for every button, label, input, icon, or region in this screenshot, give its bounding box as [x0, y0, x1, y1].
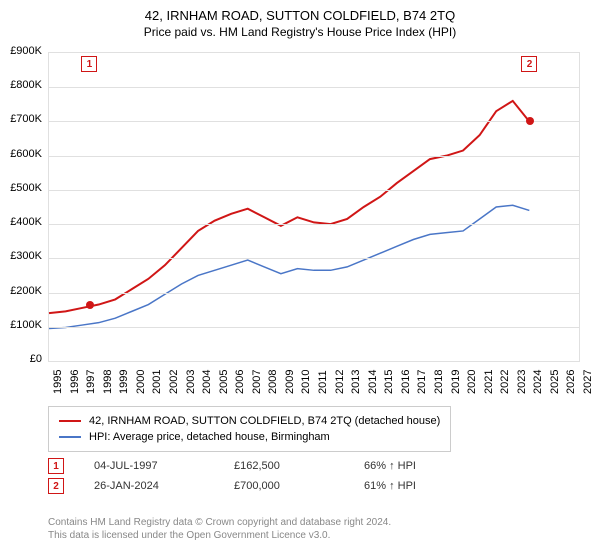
y-axis-label: £700K — [2, 113, 42, 125]
attribution-footer: Contains HM Land Registry data © Crown c… — [48, 516, 391, 542]
x-axis-label: 2016 — [400, 370, 412, 394]
y-axis-label: £100K — [2, 319, 42, 331]
y-axis-label: £500K — [2, 182, 42, 194]
legend-swatch — [59, 436, 81, 438]
x-axis-label: 2010 — [300, 370, 312, 394]
x-axis-label: 2007 — [251, 370, 263, 394]
x-axis-label: 2025 — [549, 370, 561, 394]
y-axis-label: £400K — [2, 216, 42, 228]
chart-subtitle: Price paid vs. HM Land Registry's House … — [0, 23, 600, 39]
y-axis-label: £900K — [2, 45, 42, 57]
transaction-marker: 1 — [48, 458, 64, 474]
transaction-price: £700,000 — [234, 480, 334, 492]
x-axis-label: 2013 — [350, 370, 362, 394]
x-axis-label: 2005 — [218, 370, 230, 394]
series-property — [49, 101, 529, 313]
x-axis-label: 2019 — [450, 370, 462, 394]
legend-item: HPI: Average price, detached house, Birm… — [59, 429, 440, 445]
x-axis-label: 1998 — [102, 370, 114, 394]
transaction-date: 26-JAN-2024 — [94, 480, 204, 492]
x-axis-label: 2026 — [565, 370, 577, 394]
legend-label: HPI: Average price, detached house, Birm… — [89, 431, 330, 443]
y-axis-label: £600K — [2, 148, 42, 160]
transaction-price: £162,500 — [234, 460, 334, 472]
x-axis-label: 2002 — [168, 370, 180, 394]
marker-box-1: 1 — [81, 56, 97, 72]
x-axis-label: 2009 — [284, 370, 296, 394]
x-axis-label: 1997 — [85, 370, 97, 394]
x-axis-label: 2015 — [383, 370, 395, 394]
transaction-row: 2 26-JAN-2024 £700,000 61% ↑ HPI — [48, 476, 494, 496]
x-axis-label: 2017 — [416, 370, 428, 394]
x-axis-label: 2023 — [516, 370, 528, 394]
legend-label: 42, IRNHAM ROAD, SUTTON COLDFIELD, B74 2… — [89, 415, 440, 427]
x-axis-label: 2004 — [201, 370, 213, 394]
price-chart-container: { "title": "42, IRNHAM ROAD, SUTTON COLD… — [0, 0, 600, 560]
y-axis-label: £800K — [2, 79, 42, 91]
x-axis-label: 2024 — [532, 370, 544, 394]
transaction-marker: 2 — [48, 478, 64, 494]
chart-svg — [49, 53, 579, 361]
legend-box: 42, IRNHAM ROAD, SUTTON COLDFIELD, B74 2… — [48, 406, 451, 452]
chart-title: 42, IRNHAM ROAD, SUTTON COLDFIELD, B74 2… — [0, 0, 600, 23]
plot-area — [48, 52, 580, 362]
x-axis-label: 2020 — [466, 370, 478, 394]
y-axis-label: £0 — [2, 353, 42, 365]
x-axis-label: 2006 — [234, 370, 246, 394]
x-axis-label: 2021 — [483, 370, 495, 394]
x-axis-label: 2008 — [267, 370, 279, 394]
x-axis-label: 1996 — [69, 370, 81, 394]
transaction-row: 1 04-JUL-1997 £162,500 66% ↑ HPI — [48, 456, 494, 476]
x-axis-label: 2018 — [433, 370, 445, 394]
x-axis-label: 1995 — [52, 370, 64, 394]
y-axis-label: £300K — [2, 250, 42, 262]
x-axis-label: 2022 — [499, 370, 511, 394]
x-axis-label: 2011 — [317, 370, 329, 394]
x-axis-label: 2027 — [582, 370, 594, 394]
y-axis-label: £200K — [2, 285, 42, 297]
x-axis-label: 2003 — [185, 370, 197, 394]
footer-line-2: This data is licensed under the Open Gov… — [48, 529, 391, 542]
legend-swatch — [59, 420, 81, 422]
transaction-pct: 66% ↑ HPI — [364, 460, 464, 472]
x-axis-label: 2000 — [135, 370, 147, 394]
transactions-table: 1 04-JUL-1997 £162,500 66% ↑ HPI 2 26-JAN-202… — [48, 456, 494, 496]
marker-dot-2 — [526, 117, 534, 125]
x-axis-label: 1999 — [118, 370, 130, 394]
transaction-date: 04-JUL-1997 — [94, 460, 204, 472]
x-axis-label: 2012 — [334, 370, 346, 394]
legend-item: 42, IRNHAM ROAD, SUTTON COLDFIELD, B74 2… — [59, 413, 440, 429]
marker-box-2: 2 — [521, 56, 537, 72]
marker-dot-1 — [86, 301, 94, 309]
x-axis-label: 2001 — [151, 370, 163, 394]
x-axis-label: 2014 — [367, 370, 379, 394]
transaction-pct: 61% ↑ HPI — [364, 480, 464, 492]
footer-line-1: Contains HM Land Registry data © Crown c… — [48, 516, 391, 529]
